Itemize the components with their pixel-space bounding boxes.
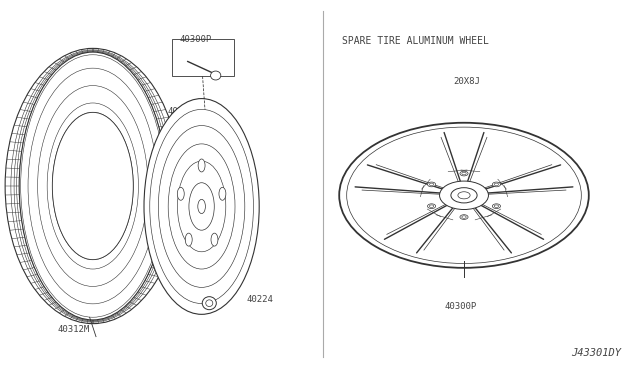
Text: J43301DY: J43301DY: [571, 349, 621, 358]
Ellipse shape: [460, 215, 468, 219]
Ellipse shape: [494, 183, 499, 186]
Text: 40311: 40311: [168, 107, 195, 116]
Ellipse shape: [206, 300, 212, 307]
Ellipse shape: [451, 188, 477, 203]
Ellipse shape: [347, 127, 581, 263]
Ellipse shape: [429, 205, 434, 208]
Ellipse shape: [20, 55, 165, 317]
Ellipse shape: [185, 233, 192, 246]
Ellipse shape: [189, 183, 214, 230]
Ellipse shape: [492, 182, 500, 187]
Ellipse shape: [440, 181, 488, 209]
Text: 40300P: 40300P: [445, 302, 477, 311]
Ellipse shape: [38, 86, 148, 286]
Ellipse shape: [198, 199, 205, 214]
Text: 40300P: 40300P: [179, 35, 211, 44]
Ellipse shape: [144, 99, 259, 314]
Ellipse shape: [462, 216, 466, 218]
Text: SPARE TIRE ALUMINUM WHEEL: SPARE TIRE ALUMINUM WHEEL: [342, 36, 489, 46]
Ellipse shape: [492, 204, 500, 209]
Ellipse shape: [458, 192, 470, 199]
Ellipse shape: [339, 123, 589, 268]
Ellipse shape: [177, 187, 184, 200]
Ellipse shape: [202, 297, 216, 310]
Ellipse shape: [219, 187, 226, 200]
Ellipse shape: [28, 68, 157, 304]
Ellipse shape: [52, 112, 133, 260]
Ellipse shape: [211, 71, 221, 80]
Text: 20X8J: 20X8J: [454, 77, 481, 86]
Ellipse shape: [355, 132, 573, 259]
Ellipse shape: [211, 233, 218, 246]
Ellipse shape: [19, 52, 166, 320]
Ellipse shape: [177, 161, 226, 252]
Ellipse shape: [428, 204, 436, 209]
Text: 40224: 40224: [246, 295, 273, 304]
Ellipse shape: [158, 126, 245, 287]
Text: 40312M: 40312M: [58, 325, 90, 334]
Ellipse shape: [52, 112, 133, 260]
Ellipse shape: [150, 109, 253, 304]
Ellipse shape: [47, 103, 138, 269]
Ellipse shape: [428, 182, 436, 187]
Ellipse shape: [462, 172, 466, 175]
Ellipse shape: [494, 205, 499, 208]
Ellipse shape: [198, 159, 205, 172]
Ellipse shape: [429, 183, 434, 186]
Bar: [172, 39, 234, 76]
Ellipse shape: [168, 144, 235, 269]
Ellipse shape: [460, 171, 468, 176]
